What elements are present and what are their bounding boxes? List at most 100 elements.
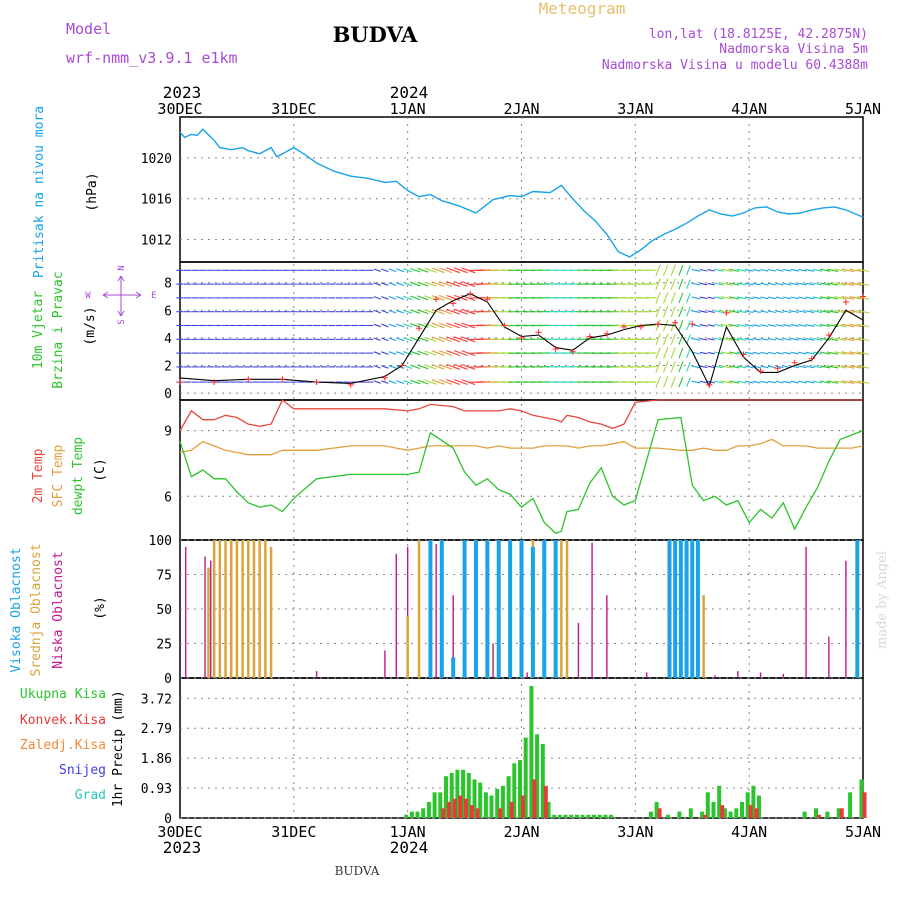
chart-marks <box>177 128 867 818</box>
wind-arrow <box>396 309 405 314</box>
wind-arrow <box>819 282 831 286</box>
wind-arrow <box>849 365 862 369</box>
top-tick-label: 2JAN <box>503 100 539 118</box>
wind-arrow <box>767 351 776 355</box>
convective-rain-bar <box>447 801 451 818</box>
total-rain-bar <box>404 814 409 818</box>
wind-arrow <box>805 268 815 272</box>
wind-arrow <box>856 365 870 369</box>
gust-marker <box>774 365 781 372</box>
credit-watermark: made by Angel <box>875 551 890 649</box>
bottom-tick-label: 2JAN <box>503 823 539 841</box>
gust-marker <box>484 296 491 303</box>
wind-arrow <box>797 282 807 286</box>
wind-arrow <box>775 365 784 369</box>
compass-rose: W E N S <box>85 265 156 324</box>
precip-legend: Ukupna Kisa Konvek.Kisa Zaledj.Kisa Snij… <box>20 687 106 803</box>
wind-arrow <box>424 281 437 287</box>
wind-arrow <box>760 337 769 341</box>
wind-arrow <box>856 323 870 328</box>
wind-arrow <box>410 323 421 328</box>
gust-marker <box>791 359 798 366</box>
wind-unit: (m/s) <box>83 306 98 345</box>
total-rain-bar <box>529 686 534 818</box>
wind-arrow <box>686 334 691 345</box>
wind-arrow <box>686 348 691 359</box>
wind-arrow <box>662 305 669 318</box>
wind-arrow <box>699 268 708 272</box>
wind-arrow <box>841 268 855 273</box>
wind-arrow <box>720 365 733 369</box>
wind-arrow <box>446 379 460 386</box>
wind-arrow <box>388 337 397 342</box>
wind-arrow <box>373 309 381 314</box>
wind-arrow <box>714 310 724 314</box>
wind-arrow <box>662 319 669 332</box>
wind-arrow <box>388 295 397 300</box>
wind-arrow <box>431 281 445 287</box>
wind-arrow <box>812 268 823 272</box>
wind-arrow <box>767 310 776 314</box>
wind-arrow <box>790 351 799 355</box>
legend-hail: Grad <box>75 788 106 803</box>
wind-arrow <box>752 337 761 341</box>
total-rain-bar <box>478 782 483 818</box>
gust-marker <box>603 330 610 337</box>
wind-arrow <box>856 282 870 286</box>
wind-arrow <box>424 350 437 356</box>
wind-arrow <box>655 347 661 359</box>
y-tick-label: 50 <box>156 603 172 618</box>
gust-marker <box>825 332 832 339</box>
model-name: wrf-nmm_v3.9.1 e1km <box>66 49 238 67</box>
wind-arrow <box>744 310 754 314</box>
wind-arrow <box>403 268 413 273</box>
wind-arrow <box>775 324 784 327</box>
y-tick-label: 1016 <box>141 193 172 208</box>
wind-arrow <box>805 380 815 384</box>
wind-arrow <box>805 310 815 314</box>
wind-arrow <box>431 308 445 315</box>
total-rain-bar <box>415 811 420 818</box>
wind-arrow <box>707 380 715 384</box>
wind-arrow <box>767 324 776 327</box>
gust-marker <box>398 362 405 369</box>
wind-arrow <box>767 380 776 384</box>
wind-arrow <box>834 323 847 328</box>
gust-marker <box>279 376 286 383</box>
wind-arrow <box>775 351 784 355</box>
station-title: BUDVA <box>333 22 419 47</box>
wind-arrow <box>797 310 807 314</box>
wind-arrow <box>775 380 784 384</box>
wind-arrow <box>714 282 724 286</box>
total-rain-bar <box>666 814 670 818</box>
wind-arrow <box>834 268 847 273</box>
wind-arrow <box>417 379 429 385</box>
wind-arrow <box>644 324 657 327</box>
sfc-temp-title: SFC Temp <box>51 445 66 508</box>
wind-arrow <box>775 310 784 314</box>
convective-rain-bar <box>441 808 446 818</box>
wind-arrow <box>691 268 701 272</box>
wind-arrow <box>388 282 397 286</box>
wind-arrow <box>797 380 807 384</box>
wind-arrow <box>707 351 715 355</box>
gust-marker <box>177 379 183 386</box>
wind-arrow <box>805 365 815 369</box>
wind-arrow <box>439 294 453 301</box>
gust-marker <box>535 329 542 336</box>
wind-arrow <box>775 337 784 341</box>
y-tick-labels: 1012 1016 1020 0 2 4 6 8 6 9 0 25 50 75 100 0 0.93 1.86 2.… <box>141 152 172 827</box>
wind-arrow <box>819 296 831 300</box>
total-rain-bar <box>552 814 557 818</box>
legend-snow: Snijeg <box>59 763 106 778</box>
wind-arrow <box>644 381 657 383</box>
total-rain-bar <box>654 801 659 818</box>
wind-arrow <box>662 376 669 388</box>
y-tick-label: 9 <box>164 425 172 440</box>
wind-direction-arrows <box>176 264 870 388</box>
wind-arrow <box>782 351 792 355</box>
wind-arrow <box>834 365 847 369</box>
wind-arrow <box>736 310 747 314</box>
precip-unit: (mm) <box>111 690 126 721</box>
bottom-year-left: 2023 <box>163 838 202 857</box>
